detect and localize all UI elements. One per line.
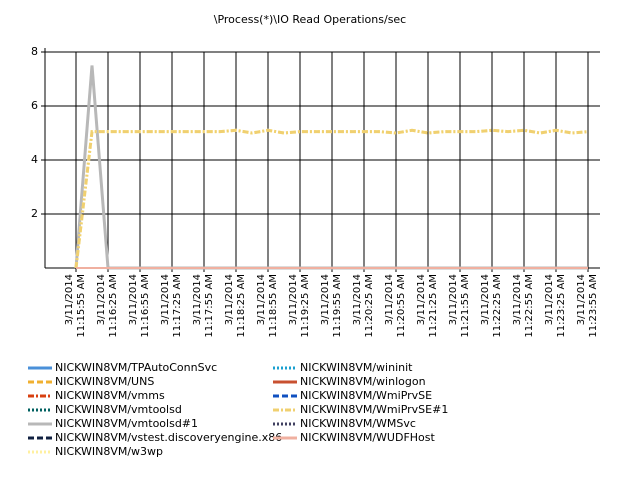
y-tick-label: 8 (31, 45, 38, 58)
x-tick-label: 3/11/2014 11:19:55 AM (320, 274, 343, 338)
x-tick-label: 3/11/2014 11:20:25 AM (352, 274, 375, 338)
legend-label: NICKWIN8VM/vstest.discoveryengine.x86 (55, 431, 282, 444)
legend-label: NICKWIN8VM/vmtoolsd#1 (55, 417, 198, 430)
x-tick-label: 3/11/2014 11:16:25 AM (96, 274, 119, 338)
legend-label: NICKWIN8VM/w3wp (55, 445, 163, 458)
series-line (74, 128, 589, 269)
legend-label: NICKWIN8VM/WmiPrvSE (300, 389, 432, 402)
x-tick-label: 3/11/2014 11:17:25 AM (160, 274, 183, 338)
legend-label: NICKWIN8VM/vmms (55, 389, 165, 402)
legend-label: NICKWIN8VM/WUDFHost (300, 431, 436, 444)
x-tick-label: 3/11/2014 11:16:55 AM (128, 274, 151, 338)
legend-label: NICKWIN8VM/TPAutoConnSvc (55, 361, 217, 374)
x-tick-label: 3/11/2014 11:15:55 AM (64, 274, 87, 338)
chart-title: \Process(*)\IO Read Operations/sec (214, 13, 406, 26)
legend-label: NICKWIN8VM/WmiPrvSE#1 (300, 403, 448, 416)
legend-label: NICKWIN8VM/UNS (55, 375, 154, 388)
y-tick-label: 6 (31, 99, 38, 112)
x-tick-label: 3/11/2014 11:17:55 AM (192, 274, 215, 338)
x-tick-label: 3/11/2014 11:18:25 AM (224, 274, 247, 338)
y-tick-label: 2 (31, 207, 38, 220)
legend-label: NICKWIN8VM/wininit (300, 361, 413, 374)
x-tick-label: 3/11/2014 11:19:25 AM (288, 274, 311, 338)
x-tick-label: 3/11/2014 11:21:25 AM (416, 274, 439, 338)
legend-label: NICKWIN8VM/WMSvc (300, 417, 416, 430)
y-tick-label: 4 (31, 153, 38, 166)
x-tick-label: 3/11/2014 11:22:25 AM (480, 274, 503, 338)
legend-label: NICKWIN8VM/vmtoolsd (55, 403, 182, 416)
x-tick-label: 3/11/2014 11:18:55 AM (256, 274, 279, 338)
legend-label: NICKWIN8VM/winlogon (300, 375, 426, 388)
x-tick-label: 3/11/2014 11:23:55 AM (576, 274, 599, 338)
x-tick-label: 3/11/2014 11:23:25 AM (544, 274, 567, 338)
x-tick-label: 3/11/2014 11:21:55 AM (448, 274, 471, 338)
x-tick-label: 3/11/2014 11:20:55 AM (384, 274, 407, 338)
x-tick-label: 3/11/2014 11:22:55 AM (512, 274, 535, 338)
